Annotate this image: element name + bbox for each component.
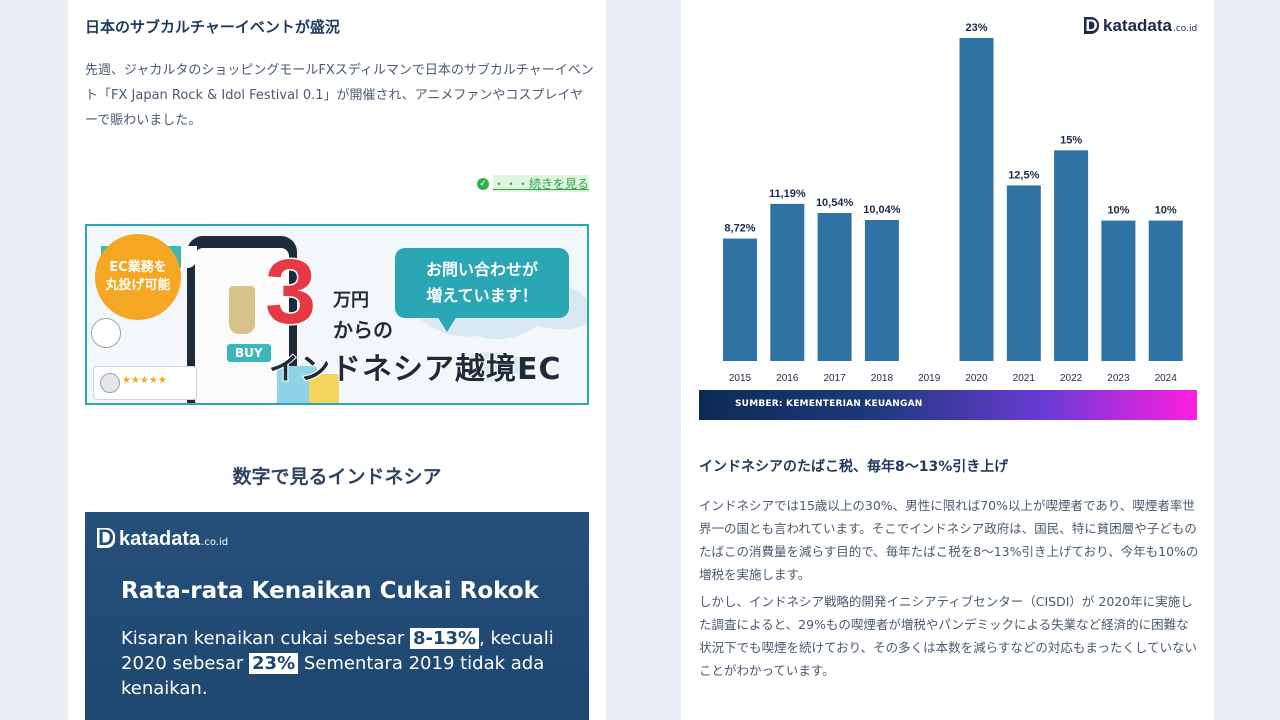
infographic-text: Sementara 2019 tidak ada kenaikan. <box>121 653 545 699</box>
katadata-logo-text: katadata <box>119 528 201 550</box>
article-paragraph-1: インドネシアでは15歳以上の30%、男性に限れば70%以上が喫煙者であり、喫煙者… <box>699 498 1199 582</box>
x-tick-2016: 2016 <box>776 373 799 384</box>
article-body: インドネシアでは15歳以上の30%、男性に限れば70%以上が喫煙者であり、喫煙者… <box>699 494 1201 686</box>
right-column: 8,72% 2015 11,19% 2016 10,54% 2017 10,04% 2018 2… <box>681 0 1214 720</box>
source-bar: SUMBER: KEMENTERIAN KEUANGAN <box>699 390 1197 420</box>
bar-2018 <box>864 220 899 361</box>
bar-2017 <box>817 212 852 361</box>
price-from: からの <box>333 318 393 342</box>
profile-avatar <box>91 318 121 348</box>
bar-2015 <box>723 238 757 361</box>
katadata-logo-suffix: .co.id <box>1172 24 1198 34</box>
data-label-2016: 11,19% <box>769 188 806 200</box>
star-rating-icon: ★★★★★ <box>122 375 167 386</box>
infographic-text: Kisaran kenaikan cukai sebesar <box>121 628 410 649</box>
bar-2024 <box>1148 220 1183 361</box>
bar-chart: 8,72% 2015 11,19% 2016 10,54% 2017 10,04% 2018 2… <box>723 22 1183 384</box>
data-label-2015: 8,72% <box>724 223 755 235</box>
bar-2023 <box>1101 220 1136 361</box>
data-label-2017: 10,54% <box>816 197 854 209</box>
katadata-logo: D katadata .co.id <box>1084 16 1197 36</box>
data-label-2022: 15% <box>1060 134 1082 146</box>
banner-main-text: インドネシア越境EC <box>268 351 562 388</box>
katadata-logo: D katadata .co.id <box>97 525 229 551</box>
bar-2021 <box>1006 185 1041 361</box>
katadata-logo-mark: D <box>1084 16 1099 35</box>
read-more[interactable]: ✓ ・・・続きを見る <box>476 175 589 192</box>
dress-illustration <box>229 286 255 334</box>
x-tick-2023: 2023 <box>1107 373 1130 384</box>
x-tick-2021: 2021 <box>1013 373 1036 384</box>
badge-line-1: EC業務を <box>109 260 167 275</box>
data-label-2018: 10,04% <box>863 204 901 216</box>
bar-2022 <box>1054 150 1089 361</box>
news-body: 先週、ジャカルタのショッピングモールFXスディルマンで日本のサブカルチャーイベン… <box>85 63 594 128</box>
read-more-link[interactable]: ・・・続きを見る <box>492 175 589 192</box>
bar-2016 <box>770 203 805 361</box>
x-tick-2022: 2022 <box>1060 373 1083 384</box>
data-label-2024: 10% <box>1155 205 1177 217</box>
price-unit: 万円 <box>333 290 369 311</box>
x-tick-2020: 2020 <box>965 373 988 384</box>
avatar <box>100 373 120 393</box>
highlight-range: 8-13% <box>409 628 480 649</box>
news-title: 日本のサブカルチャーイベントが盛況 <box>85 18 340 36</box>
infographic-text: , kecuali 2020 sebesar <box>121 628 554 674</box>
katadata-logo-mark: D <box>97 525 115 550</box>
x-tick-2018: 2018 <box>871 373 894 384</box>
article-paragraph-2: しかし、インドネシア戦略的開発イニシアティブセンター（CISDI）が 2020年… <box>699 594 1198 678</box>
shopping-bag-icon <box>309 374 339 403</box>
buy-tag: BUY <box>227 344 271 362</box>
left-column: 日本のサブカルチャーイベントが盛況 先週、ジャカルタのショッピングモールFXスデ… <box>68 0 606 720</box>
ec-badge: EC業務を 丸投げ可能 <box>95 234 181 320</box>
source-text: SUMBER: KEMENTERIAN KEUANGAN <box>735 399 923 409</box>
section-heading: 数字で見るインドネシア <box>232 466 442 488</box>
infographic-title: Rata-rata Kenaikan Cukai Rokok <box>121 578 539 604</box>
highlight-2020: 23% <box>249 653 299 674</box>
x-tick-2024: 2024 <box>1155 373 1178 384</box>
tax-chart: 8,72% 2015 11,19% 2016 10,54% 2017 10,04% 2018 2… <box>699 0 1197 420</box>
speech-line-1: お問い合わせが <box>425 260 538 279</box>
x-tick-2019: 2019 <box>918 373 941 384</box>
badge-line-2: 丸投げ可能 <box>105 278 171 293</box>
ec-banner[interactable]: BUY EC業務を 丸投げ可能 ★★★★★ 3 万円 からの お問い合わせが 増… <box>85 224 589 405</box>
speech-bubble: お問い合わせが 増えています！ <box>395 248 569 318</box>
data-label-2023: 10% <box>1107 205 1129 217</box>
katadata-logo-text: katadata <box>1103 16 1172 35</box>
big-number: 3 <box>263 241 317 344</box>
data-label-2020: 23% <box>965 22 987 34</box>
data-label-2021: 12,5% <box>1008 169 1039 181</box>
katadata-logo-suffix: .co.id <box>201 537 229 548</box>
rating-card: ★★★★★ <box>93 366 197 400</box>
speech-line-2: 増えています！ <box>426 286 538 305</box>
tax-infographic: D katadata .co.id Rata-rata Kenaikan Cuk… <box>85 512 589 720</box>
x-tick-2015: 2015 <box>729 373 752 384</box>
check-circle-icon: ✓ <box>476 177 489 190</box>
bar-2020 <box>959 38 994 361</box>
article-title: インドネシアのたばこ税、毎年8〜13%引き上げ <box>699 459 1009 475</box>
x-tick-2017: 2017 <box>823 373 846 384</box>
speech-tail <box>437 316 457 332</box>
infographic-body: Kisaran kenaikan cukai sebesar 8-13%, ke… <box>121 626 561 701</box>
